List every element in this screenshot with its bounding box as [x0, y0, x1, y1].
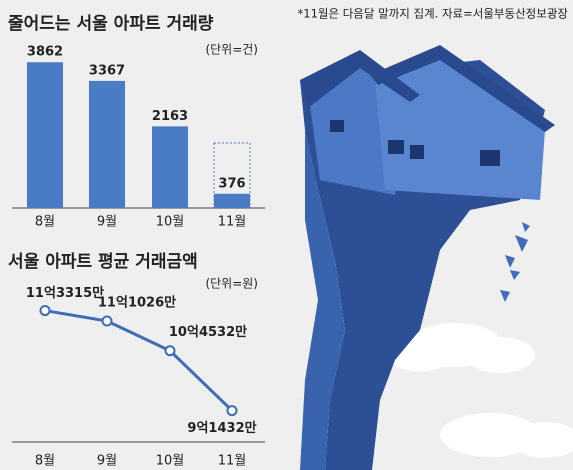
x-tick-label: 11월	[218, 454, 247, 469]
note: *11월은 다음달 말까지 집계. 자료=서울부동산정보광장	[298, 7, 569, 21]
bar	[152, 126, 188, 208]
bar	[27, 62, 63, 208]
x-tick-label: 10월	[156, 454, 185, 469]
illustration	[300, 45, 573, 470]
data-label: 11억3315만	[26, 285, 104, 301]
x-tick-label: 9월	[97, 454, 117, 469]
chart-title: 줄어드는 서울 아파트 거래량	[8, 14, 214, 34]
projection-box	[213, 142, 251, 209]
x-tick-label: 9월	[97, 215, 117, 230]
x-tick-label: 8월	[35, 215, 55, 230]
marker	[39, 305, 51, 317]
unit-label: (단위=건)	[205, 43, 258, 57]
data-label: 2163	[152, 109, 188, 124]
data-label: 9억1432만	[187, 420, 256, 436]
unit-label: (단위=원)	[205, 277, 258, 291]
marker	[101, 315, 113, 327]
data-label: 376	[218, 176, 245, 191]
chart-title: 서울 아파트 평균 거래금액	[8, 252, 198, 272]
x-tick-label: 10월	[156, 215, 185, 230]
data-label: 10억4532만	[169, 324, 247, 340]
x-tick-label: 8월	[35, 454, 55, 469]
data-label: 3367	[89, 63, 125, 78]
marker	[226, 405, 238, 417]
data-label: 3862	[27, 45, 63, 60]
marker	[164, 345, 176, 357]
x-tick-label: 11월	[218, 215, 247, 230]
data-label: 11억1026만	[98, 295, 176, 311]
line	[44, 309, 234, 412]
bar	[89, 80, 125, 208]
bar	[214, 193, 250, 208]
